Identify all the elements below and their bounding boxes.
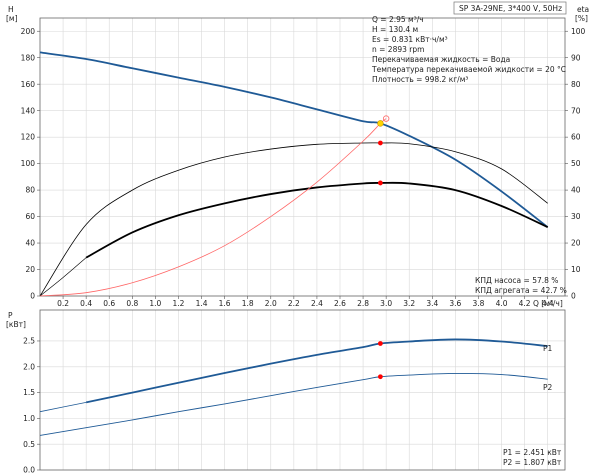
power-tick-label: 0.0: [23, 466, 35, 474]
plot-frames: [39, 17, 566, 471]
unit-efficiency-curve-extrapolated: [39, 257, 87, 297]
duty-point-efficiency-marker: [377, 140, 383, 146]
y-right-tick-label: 100: [571, 27, 586, 36]
info-line-speed: n = 2893 rpm: [372, 45, 424, 54]
y-left-tick-label: 160: [21, 80, 36, 89]
x-tick-label: 0.6: [103, 299, 115, 308]
info-line-temperature: Температура перекачиваемой жидкости = 20…: [371, 65, 566, 74]
unit-efficiency-readout: КПД агрегата = 42.7 %: [475, 286, 567, 295]
x-tick-label: 0.2: [57, 299, 69, 308]
x-tick-label: 3.6: [449, 299, 461, 308]
y-axis-label-left: H: [8, 5, 14, 14]
power-tick-label: 0.5: [23, 440, 35, 449]
pump-efficiency-curve: [39, 142, 548, 297]
duty-point-power-marker: [377, 374, 383, 380]
chart-title: SP 3A-29NE, 3*400 V, 50Hz: [459, 4, 562, 13]
x-tick-label: 1.8: [242, 299, 254, 308]
y-left-tick-label: 200: [21, 27, 36, 36]
power-tick-label: 1.5: [23, 388, 35, 397]
y-axis-unit-power: [кВт]: [6, 320, 26, 329]
y-right-tick-label: 50: [571, 159, 581, 168]
power-tick-label: 2.5: [23, 337, 35, 346]
p1-series-label: P1: [543, 344, 553, 353]
info-line-energy: Es = 0.831 кВт·ч/м³: [372, 35, 448, 44]
y-right-tick-label: 70: [571, 106, 581, 115]
duty-point-efficiency-marker: [377, 180, 383, 186]
system-curve: [39, 118, 387, 297]
x-tick-label: 4.4: [542, 299, 554, 308]
y-left-tick-label: 20: [25, 265, 35, 274]
info-line-flow: Q = 2.95 м³/ч: [372, 15, 424, 24]
unit-efficiency-curve: [85, 181, 549, 259]
p1-readout: P1 = 2.451 кВт: [503, 448, 562, 457]
p2-series-label: P2: [543, 383, 553, 392]
curves-layer: [39, 51, 549, 436]
x-tick-label: 1.2: [172, 299, 184, 308]
info-line-head: H = 130.4 м: [372, 25, 418, 34]
x-tick-label: 4.0: [496, 299, 508, 308]
y-axis-unit-right: [%]: [575, 14, 588, 23]
x-tick-label: 2.8: [357, 299, 369, 308]
head-curve-extrapolated: [39, 52, 87, 60]
x-axis-label: Q [м³/ч]: [533, 299, 563, 308]
x-tick-label: 3.0: [380, 299, 392, 308]
y-right-tick-label: 0: [571, 292, 576, 301]
duty-point-power-marker: [377, 341, 383, 346]
head-curve: [39, 51, 549, 228]
power-curve-p1_extrapolated: [39, 401, 87, 413]
y-axis-label-power: P: [8, 311, 13, 320]
y-right-tick-label: 30: [571, 212, 581, 221]
info-line-density: Плотность = 998.2 кг/м³: [372, 75, 468, 84]
y-axis-label-right: eta: [577, 5, 589, 14]
x-tick-label: 3.4: [426, 299, 438, 308]
y-left-tick-label: 100: [21, 159, 36, 168]
x-tick-label: 2.6: [334, 299, 346, 308]
upper-plot-frame: [39, 17, 566, 297]
title-box: [453, 1, 567, 15]
grid-layer: [40, 18, 565, 471]
y-right-tick-label: 60: [571, 133, 581, 142]
x-tick-label: 3.2: [403, 299, 415, 308]
y-left-tick-label: 180: [21, 53, 36, 62]
duty-point-head-marker: [377, 120, 384, 127]
y-right-tick-label: 10: [571, 265, 581, 274]
y-right-tick-label: 90: [571, 53, 581, 62]
x-tick-label: 3.8: [472, 299, 484, 308]
lower-plot-frame: [39, 309, 566, 471]
y-left-tick-label: 140: [21, 106, 36, 115]
x-tick-label: 0.4: [80, 299, 92, 308]
x-tick-label: 2.0: [265, 299, 277, 308]
x-tick-label: 0.8: [126, 299, 138, 308]
y-left-tick-label: 80: [25, 186, 35, 195]
p2-readout: P2 = 1.807 кВт: [503, 458, 562, 467]
x-tick-label: 1.4: [196, 299, 208, 308]
pump-efficiency-readout: КПД насоса = 57.8 %: [475, 276, 558, 285]
system-intersection-marker: [382, 115, 390, 122]
y-right-tick-label: 80: [571, 80, 581, 89]
info-line-liquid: Перекачиваемая жидкость = Вода: [372, 55, 510, 64]
tick-labels-layer: 0.2 0.4 0.6 0.8 1.0 1.2 1.4 1.6 1.8 2.0 2.2 2.4 2.6 2…: [21, 27, 586, 474]
x-tick-label: 4.2: [519, 299, 531, 308]
x-tick-label: 2.4: [311, 299, 323, 308]
y-left-tick-label: 0: [30, 292, 35, 301]
power-curve-p2: [39, 373, 548, 436]
power-tick-label: 2.0: [23, 362, 35, 371]
y-left-tick-label: 40: [25, 239, 35, 248]
x-tick-label: 2.2: [288, 299, 300, 308]
power-tick-label: 1.0: [23, 414, 35, 423]
power-curve-p1: [85, 338, 548, 404]
y-axis-unit-left: [м]: [6, 14, 18, 23]
x-tick-label: 1.6: [219, 299, 231, 308]
x-tick-label: 1.0: [149, 299, 161, 308]
y-left-tick-label: 60: [25, 212, 35, 221]
y-right-tick-label: 20: [571, 239, 581, 248]
y-left-tick-label: 120: [21, 133, 36, 142]
y-right-tick-label: 40: [571, 186, 581, 195]
